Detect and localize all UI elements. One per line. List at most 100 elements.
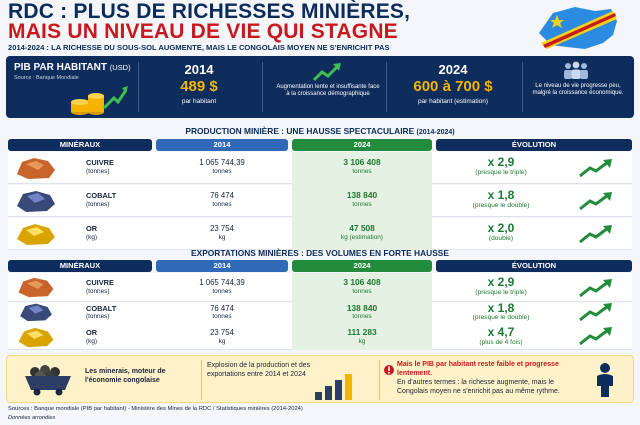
trend-up-icon xyxy=(579,159,612,178)
prod-row-2-evolution-note: (presque le double) xyxy=(472,202,530,209)
prod-row-1-evolution: x 2,9 xyxy=(487,155,515,169)
exports-heading: EXPORTATIONS MINIÈRES : DES VOLUMES EN F… xyxy=(191,248,449,258)
gold-ore-icon xyxy=(18,327,54,348)
bar-growth-icon xyxy=(315,374,352,400)
exp-col-minerals: MINÉRAUX xyxy=(8,260,152,272)
prod-row-2-2024: 138 840 xyxy=(346,190,378,200)
trend-up-icon xyxy=(579,303,612,322)
exp-row-1-evolution: x 2,9 xyxy=(487,275,515,289)
exp-row-3-2014: 23 754 xyxy=(210,328,234,337)
cobalt-ore-icon xyxy=(20,303,52,322)
exp-row-3-name: OR xyxy=(86,328,98,337)
pib-banner: PIB PAR HABITANT (USD) Source : Banque M… xyxy=(6,56,634,118)
pib-red-note: Mais le PIB par habitant reste faible et… xyxy=(397,361,559,377)
prod-row-2-2014-unit: tonnes xyxy=(212,201,232,208)
exp-col-2014: 2014 xyxy=(156,260,288,272)
mine-cart-icon xyxy=(25,365,71,396)
sources-rounded-note: Données arrondies xyxy=(8,415,56,421)
prod-row-3-evolution: x 2,0 xyxy=(487,221,515,235)
drc-flag-icon xyxy=(539,7,617,49)
prod-row-3-2024-unit: kg (estimation) xyxy=(341,234,383,241)
subtitle: 2014-2024 : LA RICHESSE DU SOUS-SOL AUGM… xyxy=(8,43,390,52)
exp-row-3-2014-unit: kg xyxy=(218,338,226,345)
trend-up-icon xyxy=(579,279,612,298)
production-heading: PRODUCTION MINIÈRE : UNE HAUSSE SPECTACU… xyxy=(185,126,455,136)
people-icon xyxy=(564,61,588,79)
prod-row-3-name: OR xyxy=(86,224,98,233)
prod-row-1-unit: (tonnes) xyxy=(86,168,110,175)
exp-row-3-evolution-note: (plus de 4 fois) xyxy=(479,339,523,346)
exp-row-1-2014: 1 065 744,39 xyxy=(199,278,245,287)
prod-row-3-unit: (kg) xyxy=(86,234,98,241)
trend-up-icon xyxy=(579,192,612,211)
exp-row-1-2024: 3 106 408 xyxy=(343,277,381,287)
prod-row-2-2014: 76 474 xyxy=(210,191,234,200)
prod-row-3-2024: 47 508 xyxy=(349,223,375,233)
trend-up-icon xyxy=(579,327,612,346)
alert-icon xyxy=(384,365,394,375)
growth-arrow-icon xyxy=(312,63,341,82)
exp-row-2-name: COBALT xyxy=(86,304,117,313)
prod-col-evolution: ÉVOLUTION xyxy=(436,139,632,151)
trend-up-icon xyxy=(579,225,612,244)
cobalt-ore-icon xyxy=(17,191,55,212)
gold-ore-icon xyxy=(17,224,55,245)
exp-row-1-evolution-note: (presque le triple) xyxy=(475,289,527,296)
pib-year-2024: 2024 xyxy=(438,62,468,77)
pib-people-note: Le niveau de vie progresse peu, malgré l… xyxy=(532,83,624,96)
exp-row-2-2024-unit: tonnes xyxy=(352,313,372,320)
prod-row-2-name: COBALT xyxy=(86,191,117,200)
pib-growth-note: Augmentation lente et insuffisante face … xyxy=(276,84,380,97)
prod-row-2-2024-unit: tonnes xyxy=(352,201,372,208)
pib-title: PIB PAR HABITANT xyxy=(14,62,107,73)
exp-row-3-2024-unit: kg xyxy=(358,338,366,345)
pib-black-note: En d'autres termes : la richesse augment… xyxy=(397,379,560,395)
pib-source: Source : Banque Mondiale xyxy=(14,75,79,81)
pib-year-2014: 2014 xyxy=(184,62,214,77)
exp-row-3-unit: (kg) xyxy=(86,338,98,345)
prod-row-1-2014: 1 065 744,39 xyxy=(199,158,245,167)
prod-row-3-2014: 23 754 xyxy=(210,224,234,233)
prod-row-1-2024-unit: tonnes xyxy=(352,168,372,175)
exp-row-1-unit: (tonnes) xyxy=(86,288,110,295)
prod-row-3-2014-unit: kg xyxy=(218,234,226,241)
sources-line: Sources : Banque mondiale (PIB par habit… xyxy=(8,406,303,412)
exp-row-3-2024: 111 283 xyxy=(347,327,377,337)
copper-ore-icon xyxy=(18,277,54,298)
exp-row-2-2024: 138 840 xyxy=(346,303,378,313)
prod-col-2024: 2024 xyxy=(292,139,432,151)
prod-col-minerals: MINÉRAUX xyxy=(8,139,152,151)
prod-row-2-evolution: x 1,8 xyxy=(487,188,515,202)
exp-row-2-evolution: x 1,8 xyxy=(487,301,515,315)
prod-col-2014: 2014 xyxy=(156,139,288,151)
prod-row-1-name: CUIVRE xyxy=(86,158,114,167)
exp-col-evolution: ÉVOLUTION xyxy=(436,260,632,272)
prod-row-1-2024: 3 106 408 xyxy=(343,157,381,167)
coins-growth-icon xyxy=(71,86,128,115)
pib-label-2024: par habitant (estimation) xyxy=(417,98,489,105)
exp-col-2024: 2024 xyxy=(292,260,432,272)
pib-title-unit: (USD) xyxy=(109,63,131,72)
title-line-2: MAIS UN NIVEAU DE VIE QUI STAGNE xyxy=(8,20,398,43)
exp-row-2-evolution-note: (presque le double) xyxy=(472,314,530,321)
exp-row-1-2024-unit: tonnes xyxy=(352,288,372,295)
pib-value-2014: 489 $ xyxy=(180,78,218,95)
pib-label-2014: par habitant xyxy=(181,98,217,105)
exp-row-3-evolution: x 4,7 xyxy=(487,325,515,339)
person-icon xyxy=(597,363,613,397)
minerals-economy-note: Les minerais, moteur de l'économie congo… xyxy=(85,368,166,384)
copper-ore-icon xyxy=(17,158,55,179)
prod-row-1-evolution-note: (presque le triple) xyxy=(475,169,527,176)
prod-row-3-evolution-note: (double) xyxy=(488,235,514,242)
exp-row-1-2014-unit: tonnes xyxy=(212,288,232,295)
pib-value-2024: 600 à 700 $ xyxy=(413,78,493,95)
exp-row-2-2014: 76 474 xyxy=(210,304,234,313)
exp-row-1-name: CUIVRE xyxy=(86,278,114,287)
exp-row-2-2014-unit: tonnes xyxy=(212,313,232,320)
summary-box: Les minerais, moteur de l'économie congo… xyxy=(6,355,634,403)
explosion-note: Explosion de la production et des export… xyxy=(207,362,311,378)
prod-row-2-unit: (tonnes) xyxy=(86,201,110,208)
prod-row-1-2014-unit: tonnes xyxy=(212,168,232,175)
title-line-1: RDC : PLUS DE RICHESSES MINIÈRES, xyxy=(8,0,411,23)
exp-row-2-unit: (tonnes) xyxy=(86,313,110,320)
